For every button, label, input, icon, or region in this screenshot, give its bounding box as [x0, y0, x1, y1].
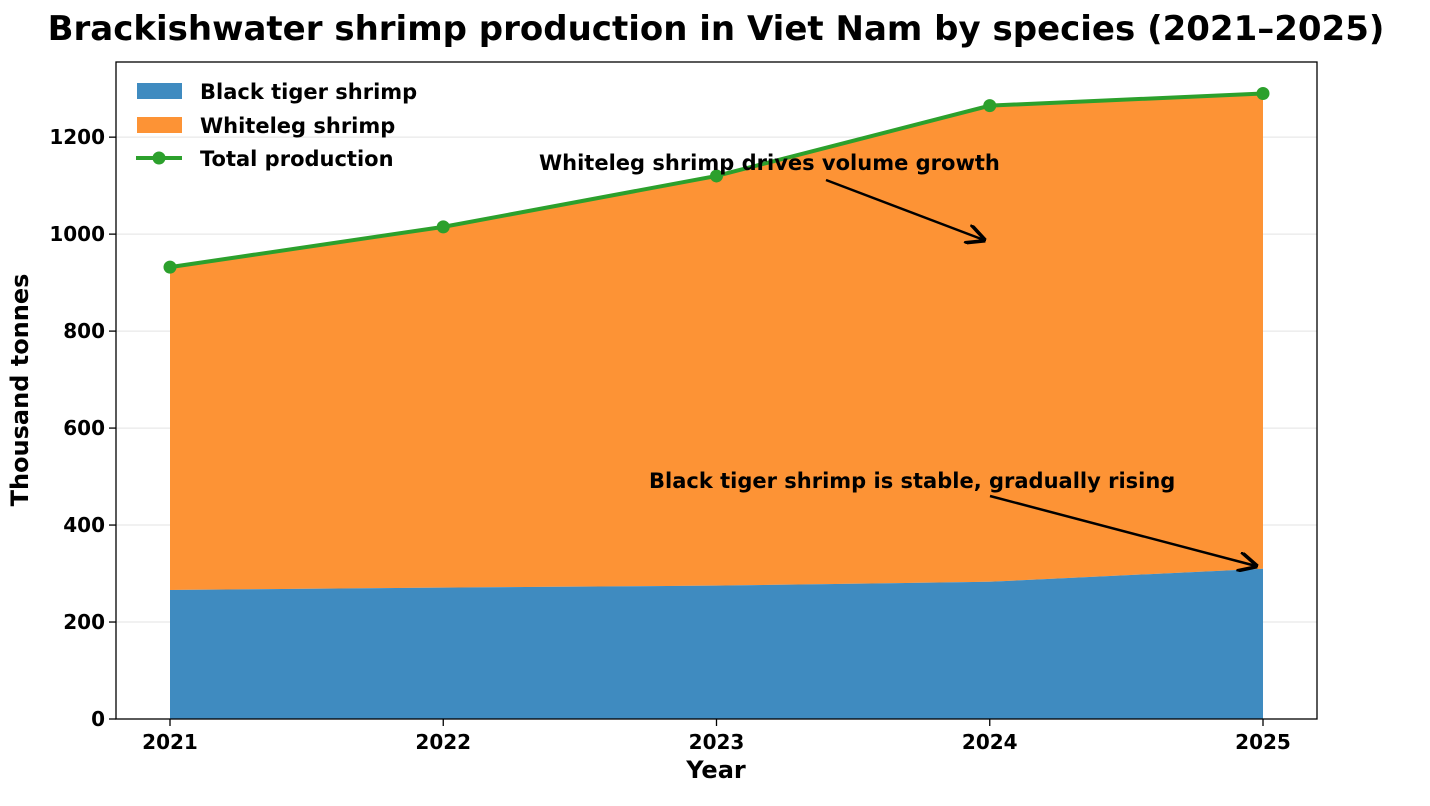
- annotation-arrow-whiteleg: [825, 178, 984, 240]
- y-axis-label: Thousand tonnes: [6, 274, 34, 507]
- total-production-point: [1256, 87, 1270, 101]
- y-tick-label: 600: [63, 416, 105, 440]
- x-axis-label: Year: [685, 756, 746, 784]
- y-tick-label: 400: [63, 513, 105, 537]
- total-production-point: [436, 220, 450, 234]
- x-tick-label: 2024: [962, 730, 1018, 754]
- legend-swatch-total-production-marker: [152, 151, 166, 165]
- legend-label-black-tiger-shrimp: Black tiger shrimp: [200, 80, 417, 104]
- x-tick-label: 2023: [689, 730, 745, 754]
- area-black-tiger-shrimp: [170, 568, 1263, 719]
- annotations: Whiteleg shrimp drives volume growth Bla…: [539, 151, 1256, 566]
- total-production-point: [983, 99, 997, 113]
- total-production-point: [710, 169, 723, 183]
- legend: Black tiger shrimp Whiteleg shrimp Total…: [136, 80, 417, 171]
- annotation-blacktiger-text: Black tiger shrimp is stable, gradually …: [649, 469, 1175, 493]
- x-tick-label: 2025: [1235, 730, 1291, 754]
- y-tick-label: 800: [63, 319, 105, 343]
- y-tick-label: 1200: [49, 125, 105, 149]
- annotation-arrow-blacktiger: [989, 494, 1256, 566]
- y-tick-label: 200: [63, 610, 105, 634]
- chart-title: Brackishwater shrimp production in Viet …: [48, 9, 1385, 49]
- legend-swatch-black-tiger-shrimp: [137, 83, 182, 99]
- total-production-points: [163, 87, 1270, 274]
- y-tick-label: 1000: [49, 222, 105, 246]
- total-production-series: [163, 87, 1270, 274]
- annotation-whiteleg-text: Whiteleg shrimp drives volume growth: [539, 151, 1000, 175]
- y-tick-label: 0: [91, 707, 105, 731]
- legend-swatch-whiteleg-shrimp: [137, 117, 182, 133]
- areas: [170, 93, 1263, 719]
- x-axis: 2021 2022 2023 2024 2025: [142, 719, 1291, 754]
- y-axis: 0 200 400 600 800 1000 1200: [49, 125, 116, 731]
- legend-label-whiteleg-shrimp: Whiteleg shrimp: [200, 114, 395, 138]
- x-tick-label: 2022: [415, 730, 471, 754]
- area-whiteleg-shrimp: [170, 93, 1263, 591]
- legend-label-total-production: Total production: [200, 147, 394, 171]
- x-tick-label: 2021: [142, 730, 198, 754]
- total-production-point: [163, 260, 177, 274]
